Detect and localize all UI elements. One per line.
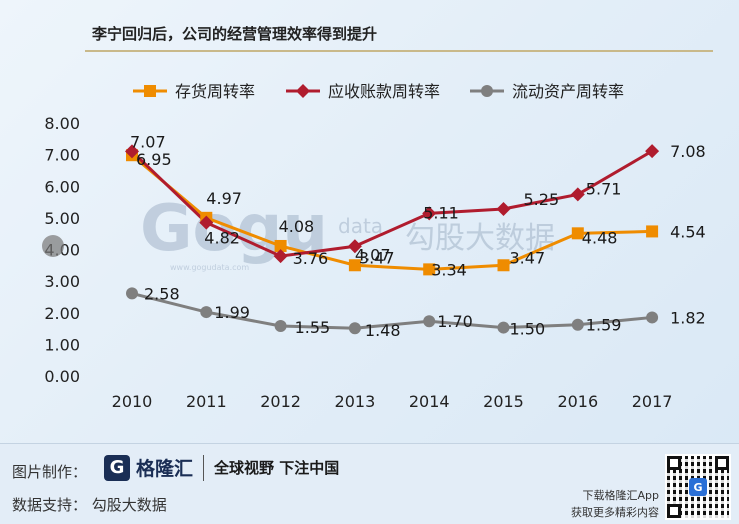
data-label: 7.08 <box>670 142 706 161</box>
data-support: 数据支持： 勾股大数据 <box>12 496 167 514</box>
app-download-text: 下载格隆汇App <box>582 489 660 502</box>
data-label: 5.11 <box>423 203 459 222</box>
x-axis: 2010 2011 2012 2013 2014 2015 2016 2017 <box>112 392 673 411</box>
series-line <box>131 291 653 330</box>
watermark-url: www.gogudata.com <box>170 263 249 272</box>
brand-divider <box>203 454 205 481</box>
data-point <box>273 249 288 264</box>
data-label: 4.08 <box>279 217 315 236</box>
legend-marker <box>481 85 493 97</box>
credit-label: 图片制作： <box>12 463 88 481</box>
data-label: 3.47 <box>359 248 395 267</box>
watermark-cn: 勾股大数据 <box>405 221 555 256</box>
data-point <box>646 225 659 238</box>
data-label: 1.50 <box>510 320 546 339</box>
x-tick-label: 2012 <box>260 392 301 411</box>
legend-label: 存货周转率 <box>175 82 255 101</box>
data-label: 4.82 <box>204 229 240 248</box>
data-point <box>571 227 584 240</box>
data-point <box>571 318 584 331</box>
y-tick-label: 1.00 <box>44 335 80 354</box>
data-point <box>126 287 138 300</box>
data-label: 1.55 <box>295 318 331 337</box>
qr-code-icon[interactable]: G <box>665 454 731 520</box>
legend-marker <box>144 85 156 97</box>
footer: 图片制作： G 格隆汇 全球视野 下注中国 数据支持： 勾股大数据 下载格隆汇A… <box>0 443 739 524</box>
series-line <box>130 149 653 258</box>
y-tick-label: 5.00 <box>44 209 80 228</box>
y-tick-label: 6.00 <box>44 177 80 196</box>
data-point <box>423 263 436 276</box>
data-point <box>347 239 362 254</box>
x-tick-label: 2016 <box>557 392 598 411</box>
y-axis: 0.001.002.003.004.005.006.007.008.00 <box>44 114 80 386</box>
data-label: 4.48 <box>582 228 618 247</box>
data-label: 3.76 <box>293 249 329 268</box>
y-tick-label: 8.00 <box>44 114 80 133</box>
brand-slogan: 全球视野 下注中国 <box>214 459 340 477</box>
data-label: 4.54 <box>670 222 706 241</box>
x-tick-label: 2011 <box>186 392 227 411</box>
scroll-indicator <box>42 235 64 257</box>
data-label: 3.47 <box>510 248 546 267</box>
data-point <box>645 144 660 159</box>
x-tick-label: 2015 <box>483 392 524 411</box>
data-label: 3.34 <box>431 260 467 279</box>
brand-name: 格隆汇 <box>136 458 194 480</box>
chart-title: 李宁回归后，公司的经营管理效率得到提升 <box>92 25 378 43</box>
watermark: Gogu data 勾股大数据 www.gogudata.com <box>140 192 555 272</box>
y-tick-label: 3.00 <box>44 272 80 291</box>
x-tick-label: 2014 <box>409 392 450 411</box>
data-label: 1.70 <box>437 312 473 331</box>
data-label: 4.07 <box>355 245 391 264</box>
y-tick-label: 7.00 <box>44 146 80 165</box>
app-promo-text: 获取更多精彩内容 <box>571 506 659 519</box>
y-tick-label: 2.00 <box>44 304 80 323</box>
y-tick-label: 0.00 <box>44 367 80 386</box>
x-tick-label: 2010 <box>112 392 153 411</box>
data-point <box>348 259 361 272</box>
data-point <box>570 187 585 202</box>
line-chart: Gogu data 勾股大数据 www.gogudata.com 0.00 1.0… <box>42 82 706 411</box>
series-group: 6.95 4.97 4.08 3.47 3.34 3.47 4.48 4.54 7.07 4.82… <box>125 132 706 340</box>
data-label: 2.58 <box>144 284 180 303</box>
data-label: 1.82 <box>670 308 706 327</box>
data-label: 4.97 <box>206 189 242 208</box>
data-point <box>199 215 214 230</box>
x-tick-label: 2017 <box>632 392 673 411</box>
data-point <box>423 315 436 328</box>
brand: G 格隆汇 全球视野 下注中国 <box>104 454 339 481</box>
data-label: 1.48 <box>365 321 401 340</box>
data-point <box>274 239 287 252</box>
data-label: 5.25 <box>524 190 560 209</box>
data-point <box>646 311 659 324</box>
data-point <box>496 201 511 216</box>
data-point <box>274 319 287 332</box>
title-divider <box>85 50 713 52</box>
data-point <box>422 206 437 221</box>
data-label: 1.99 <box>214 303 250 322</box>
series-line <box>131 154 653 271</box>
legend-label: 应收账款周转率 <box>328 82 440 101</box>
data-point <box>125 144 139 159</box>
watermark-sub: data <box>338 214 383 238</box>
data-label: 7.07 <box>130 132 166 151</box>
data-label: 6.95 <box>136 150 172 169</box>
legend-label: 流动资产周转率 <box>512 82 624 101</box>
data-point <box>497 321 510 334</box>
legend-marker <box>296 84 310 98</box>
data-label: 5.71 <box>586 179 622 198</box>
data-label: 1.59 <box>586 316 622 335</box>
x-tick-label: 2013 <box>335 392 376 411</box>
data-point <box>200 306 213 319</box>
brand-logo-icon: G <box>104 454 130 481</box>
data-point <box>348 322 361 335</box>
legend: 存货周转率 应收账款周转率 流动资产周转率 <box>133 82 624 101</box>
data-point <box>497 259 510 272</box>
